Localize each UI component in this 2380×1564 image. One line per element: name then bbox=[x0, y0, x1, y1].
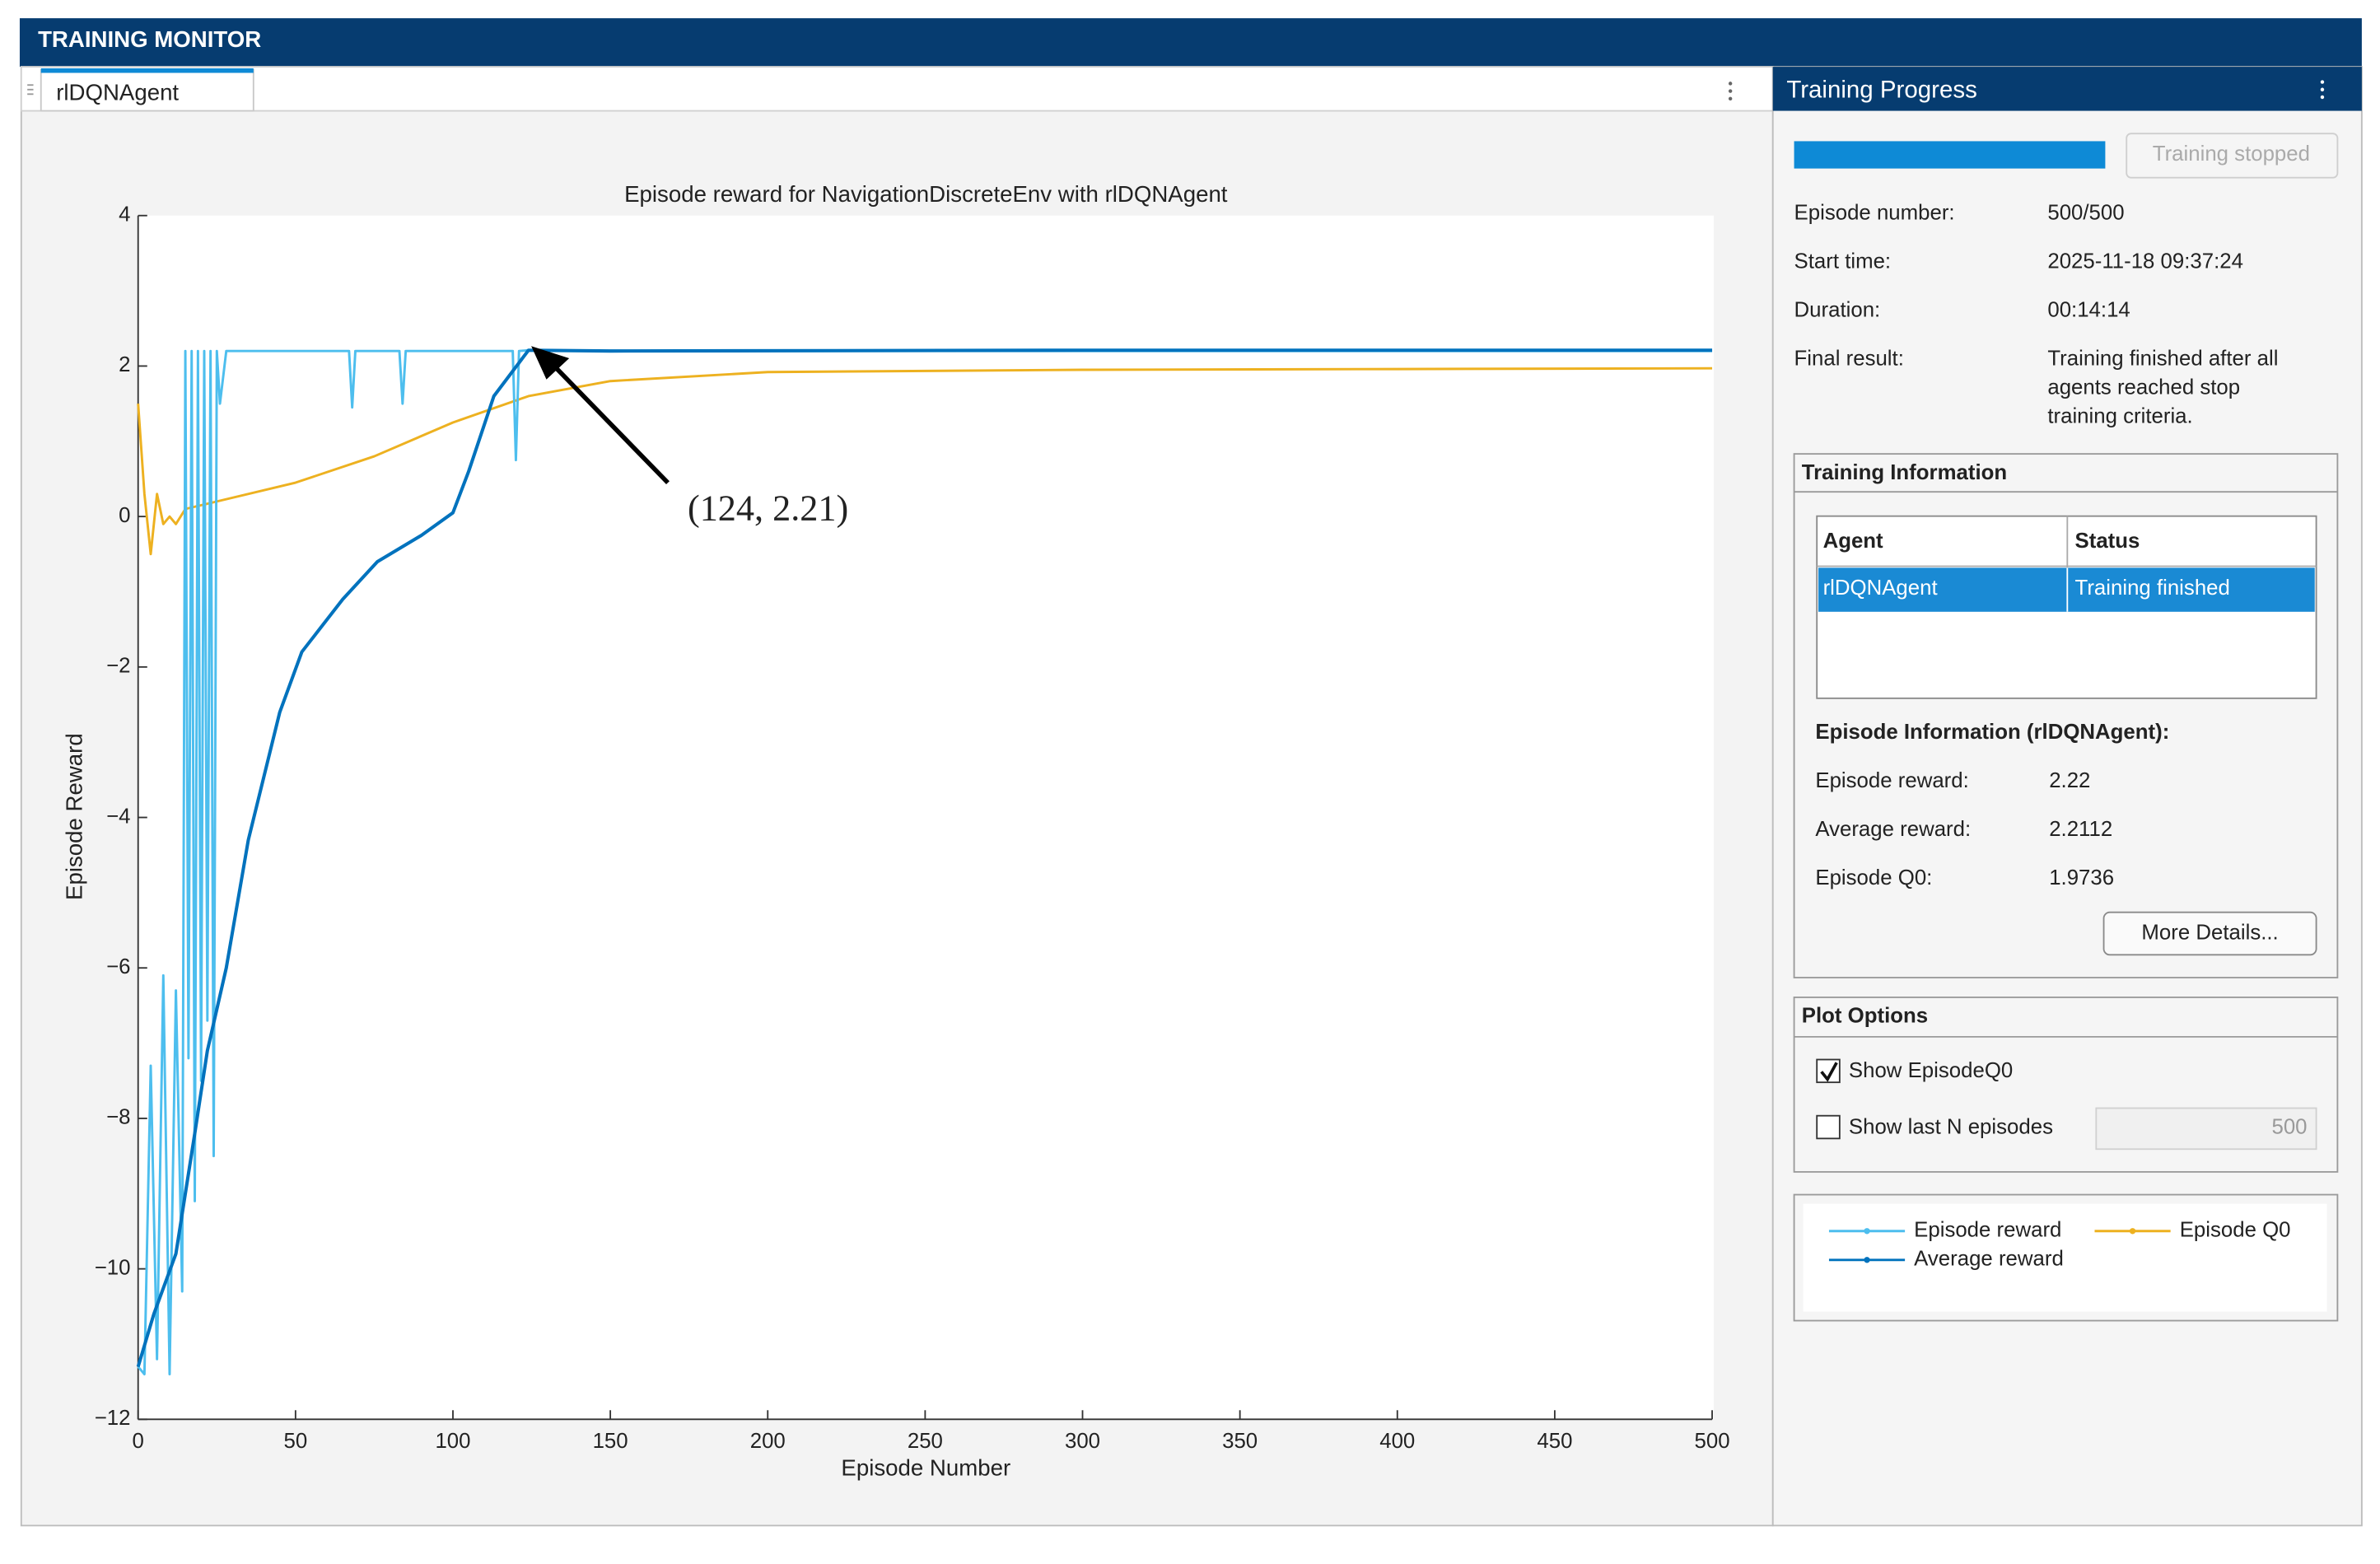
x-tick-label: 0 bbox=[133, 1430, 144, 1453]
field-value: 1.9736 bbox=[2049, 866, 2114, 889]
x-tick-label: 500 bbox=[1695, 1430, 1730, 1453]
field-value: 2025-11-18 09:37:24 bbox=[2047, 250, 2243, 273]
checkbox[interactable] bbox=[1816, 1114, 1841, 1140]
legend-label: Average reward bbox=[1914, 1248, 2064, 1271]
stop-button[interactable] bbox=[2126, 133, 2339, 179]
plot: 0 50 100 150 200 250 300 350 400 450 500 −12 −10 −8 −6… bbox=[95, 203, 1730, 1453]
field-value: 500/500 bbox=[2047, 202, 2124, 225]
checkbox-label[interactable]: Show EpisodeQ0 bbox=[1849, 1059, 2013, 1082]
legend: Episode reward Average reward Episode Q0 bbox=[1828, 1219, 2291, 1271]
field-value: agents reached stop bbox=[2047, 376, 2240, 399]
legend-marker bbox=[1864, 1257, 1870, 1263]
progress-fields: Episode number: 500/500 Start time: 2025-11… bbox=[1794, 202, 2279, 428]
field-label: Final result: bbox=[1794, 348, 1904, 371]
field-value: 2.22 bbox=[2049, 769, 2090, 792]
legend-label: Episode Q0 bbox=[2180, 1219, 2291, 1242]
table-header: Status bbox=[2075, 530, 2140, 553]
tab-indicator bbox=[40, 68, 254, 73]
x-tick-label: 100 bbox=[435, 1430, 470, 1453]
legend-label: Episode reward bbox=[1914, 1219, 2061, 1242]
section-title: Plot Options bbox=[1802, 1005, 1928, 1028]
legend-marker bbox=[1864, 1228, 1870, 1235]
table-cell[interactable]: rlDQNAgent bbox=[1823, 577, 1938, 600]
checkbox-label[interactable]: Show last N episodes bbox=[1849, 1115, 2053, 1138]
n-input[interactable] bbox=[2095, 1107, 2317, 1151]
field-label: Episode Q0: bbox=[1815, 866, 1932, 889]
x-tick-label: 250 bbox=[908, 1430, 943, 1453]
field-label: Average reward: bbox=[1815, 818, 1971, 841]
y-tick-label: −10 bbox=[95, 1256, 131, 1279]
x-tick-label: 400 bbox=[1379, 1430, 1415, 1453]
series-line bbox=[136, 348, 1713, 1367]
field-label: Start time: bbox=[1794, 250, 1892, 273]
tab-menu[interactable] bbox=[1728, 82, 1733, 101]
y-tick-label: 4 bbox=[119, 203, 130, 226]
y-tick-label: −12 bbox=[95, 1407, 131, 1430]
x-tick-label: 200 bbox=[750, 1430, 786, 1453]
tab-label[interactable]: rlDQNAgent bbox=[56, 80, 179, 105]
side-panel-title: Training Progress bbox=[1786, 76, 1976, 103]
series-line bbox=[137, 366, 1713, 556]
table-cell[interactable]: Training finished bbox=[2075, 577, 2230, 600]
annotation-arrowhead bbox=[531, 346, 570, 380]
title-bar bbox=[19, 18, 2362, 68]
field-value: training criteria. bbox=[2047, 405, 2192, 428]
field-value: Training finished after all bbox=[2047, 348, 2278, 371]
episode-fields: Episode reward: 2.22 Average reward: 2.2112… bbox=[1815, 769, 2114, 889]
field-label: Episode number: bbox=[1794, 202, 1955, 225]
x-tick-label: 450 bbox=[1537, 1430, 1572, 1453]
series-line bbox=[137, 348, 1713, 1375]
x-axis-label: Episode Number bbox=[841, 1454, 1010, 1480]
y-tick-label: 0 bbox=[119, 504, 130, 527]
x-tick-label: 150 bbox=[593, 1430, 628, 1453]
legend-area bbox=[1803, 1203, 2327, 1312]
field-label: Duration: bbox=[1794, 299, 1881, 322]
legend-marker bbox=[2129, 1228, 2136, 1235]
x-tick-label: 300 bbox=[1065, 1430, 1100, 1453]
details-button-label[interactable]: More Details... bbox=[2141, 921, 2278, 944]
y-tick-label: −4 bbox=[106, 805, 130, 828]
y-tick-label: −2 bbox=[106, 655, 130, 678]
x-tick-label: 50 bbox=[284, 1430, 308, 1453]
episode-info-title: Episode Information (rlDQNAgent): bbox=[1815, 721, 2169, 744]
section-title: Training Information bbox=[1802, 461, 2007, 484]
x-tick-label: 350 bbox=[1222, 1430, 1258, 1453]
y-tick-label: −6 bbox=[106, 955, 130, 978]
tab-strip bbox=[20, 66, 1774, 112]
grip bbox=[27, 84, 34, 96]
table-header: Agent bbox=[1823, 530, 1883, 553]
plot-area bbox=[138, 215, 1714, 1420]
y-tick-label: 2 bbox=[119, 353, 130, 376]
y-tick-label: −8 bbox=[106, 1106, 130, 1129]
field-label: Episode reward: bbox=[1815, 769, 1968, 792]
field-value: 00:14:14 bbox=[2047, 299, 2130, 322]
window-title: TRAINING MONITOR bbox=[38, 26, 261, 52]
side-panel-header bbox=[1772, 67, 2362, 111]
details-button[interactable] bbox=[2102, 911, 2317, 956]
progress-bar bbox=[1794, 141, 2106, 169]
side-menu[interactable] bbox=[2320, 80, 2325, 100]
y-axis-label: Episode Reward bbox=[61, 733, 86, 900]
annotation: (124, 2.21) bbox=[688, 488, 848, 528]
chart-title: Episode reward for NavigationDiscreteEnv… bbox=[624, 181, 1228, 207]
annotation-arrow bbox=[552, 364, 670, 485]
field-value: 2.2112 bbox=[2049, 818, 2112, 841]
checkmark bbox=[1820, 1062, 1838, 1082]
stop-button-label[interactable]: Training stopped bbox=[2153, 142, 2310, 166]
n-input-value[interactable]: 500 bbox=[2271, 1115, 2307, 1138]
